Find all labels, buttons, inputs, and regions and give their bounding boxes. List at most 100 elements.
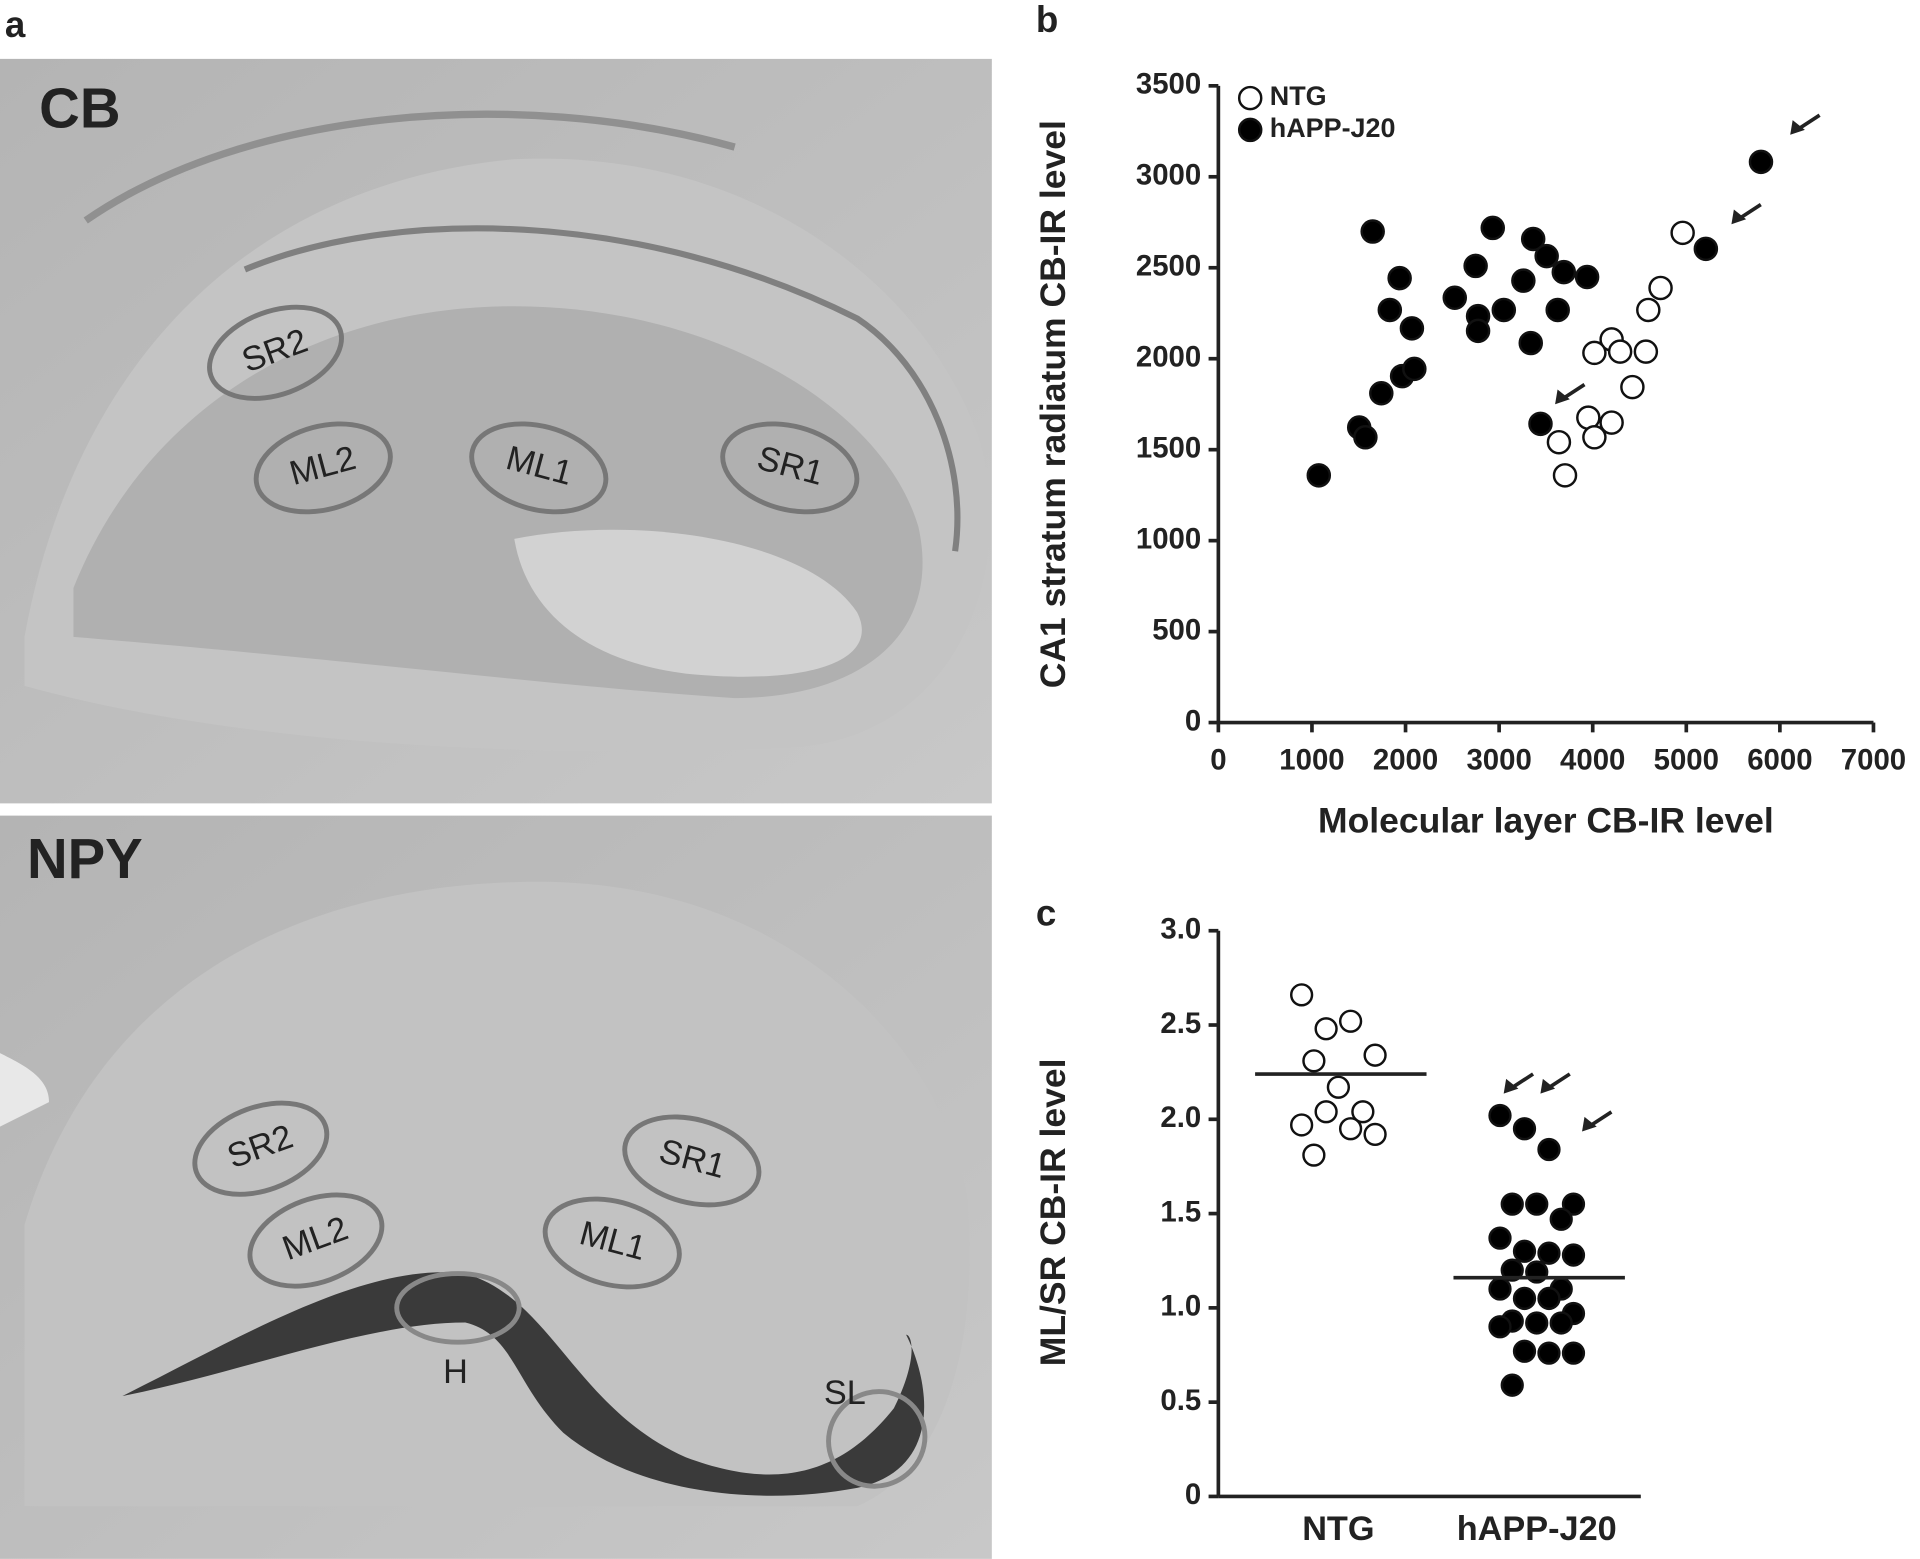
point xyxy=(1338,1009,1363,1033)
region-label: H xyxy=(443,1353,468,1391)
point xyxy=(1520,226,1546,252)
point xyxy=(1599,410,1624,435)
point xyxy=(1314,1017,1338,1041)
point xyxy=(1551,259,1577,285)
point xyxy=(1480,215,1506,241)
region-outline xyxy=(247,1192,385,1289)
point xyxy=(1534,243,1559,269)
x-tick-label: 6000 xyxy=(1747,744,1812,777)
point xyxy=(1488,1277,1512,1301)
x-axis-label: Molecular layer CB-IR level xyxy=(1318,800,1774,840)
x-tick-label: 1000 xyxy=(1279,744,1344,777)
region-outline xyxy=(192,1100,330,1197)
point xyxy=(1353,425,1378,450)
y-tick-label: 3.0 xyxy=(1160,912,1201,945)
point xyxy=(1670,220,1695,246)
panel-label: c xyxy=(1036,893,1056,934)
y-tick-label: 1.5 xyxy=(1160,1195,1201,1228)
x-tick-label: 2000 xyxy=(1373,744,1438,777)
point xyxy=(1537,1137,1561,1162)
stain-label: NPY xyxy=(27,827,143,890)
point xyxy=(1306,463,1332,488)
point xyxy=(1620,374,1645,400)
x-tick-label: hAPP-J20 xyxy=(1457,1510,1617,1548)
point xyxy=(1607,339,1633,364)
point xyxy=(1326,1075,1350,1099)
point xyxy=(1465,318,1491,344)
point xyxy=(1525,1311,1549,1335)
y-tick-label: 0 xyxy=(1185,704,1201,737)
region-outline xyxy=(622,1114,762,1208)
y-axis-label: CA1 stratum radiatum CB-IR level xyxy=(1033,120,1073,688)
point xyxy=(1582,340,1607,366)
region-outline xyxy=(542,1196,682,1290)
x-tick-label: 4000 xyxy=(1560,744,1625,777)
x-tick-label: 3000 xyxy=(1466,744,1531,777)
point xyxy=(1528,411,1553,437)
legend-label: hAPP-J20 xyxy=(1270,113,1396,143)
panel-label: b xyxy=(1036,0,1058,40)
x-tick-label: 0 xyxy=(1210,744,1226,777)
y-axis-label: ML/SR CB-IR level xyxy=(1033,1058,1073,1366)
legend-label: NTG xyxy=(1270,81,1327,111)
point xyxy=(1351,1100,1375,1124)
point xyxy=(1488,1103,1512,1128)
point xyxy=(1693,236,1719,262)
point xyxy=(1360,219,1385,244)
point xyxy=(1546,429,1572,455)
arrow-head xyxy=(1582,1116,1597,1132)
x-tick-label: 5000 xyxy=(1654,744,1719,777)
legend-swatch xyxy=(1237,117,1263,143)
point xyxy=(1561,1341,1586,1365)
micrograph-npy xyxy=(0,815,992,1559)
point xyxy=(1363,1122,1387,1147)
region-outline xyxy=(253,421,393,515)
point xyxy=(1512,1117,1537,1141)
y-tick-label: 3000 xyxy=(1136,159,1201,192)
y-tick-label: 1000 xyxy=(1136,522,1201,555)
point xyxy=(1574,264,1600,290)
point xyxy=(1488,1226,1512,1250)
point xyxy=(1561,1192,1586,1216)
point xyxy=(1442,285,1468,311)
y-tick-label: 3500 xyxy=(1136,68,1201,101)
point xyxy=(1338,1117,1363,1141)
point xyxy=(1512,1239,1537,1263)
y-tick-label: 1500 xyxy=(1136,431,1201,464)
point xyxy=(1290,1113,1314,1137)
y-tick-label: 0.5 xyxy=(1160,1384,1201,1417)
point xyxy=(1463,253,1488,279)
micrograph-cb xyxy=(0,58,992,804)
point xyxy=(1512,1286,1537,1311)
point xyxy=(1537,1341,1561,1365)
point xyxy=(1582,425,1607,450)
point xyxy=(1290,983,1314,1007)
y-tick-label: 2000 xyxy=(1136,340,1201,373)
point xyxy=(1545,297,1570,323)
point xyxy=(1402,356,1427,382)
region-outline xyxy=(207,304,344,401)
arrow-head xyxy=(1555,389,1570,405)
arrow-head xyxy=(1731,209,1747,225)
panel-label: a xyxy=(5,4,26,45)
point xyxy=(1491,297,1517,323)
point xyxy=(1488,1315,1512,1339)
region-outline xyxy=(720,421,860,515)
legend-swatch xyxy=(1237,85,1263,111)
point xyxy=(1648,275,1673,301)
y-tick-label: 0 xyxy=(1185,1478,1201,1511)
point xyxy=(1633,339,1659,364)
region-outline xyxy=(469,421,609,515)
y-tick-label: 2500 xyxy=(1136,250,1201,283)
y-tick-label: 500 xyxy=(1152,613,1201,646)
point xyxy=(1500,1192,1524,1216)
x-tick-label: NTG xyxy=(1302,1510,1374,1548)
y-tick-label: 1.0 xyxy=(1160,1290,1201,1323)
point xyxy=(1748,149,1774,175)
region-label: SL xyxy=(824,1374,866,1412)
point xyxy=(1387,265,1412,291)
point xyxy=(1399,316,1425,341)
point xyxy=(1369,381,1394,406)
point xyxy=(1314,1100,1338,1124)
